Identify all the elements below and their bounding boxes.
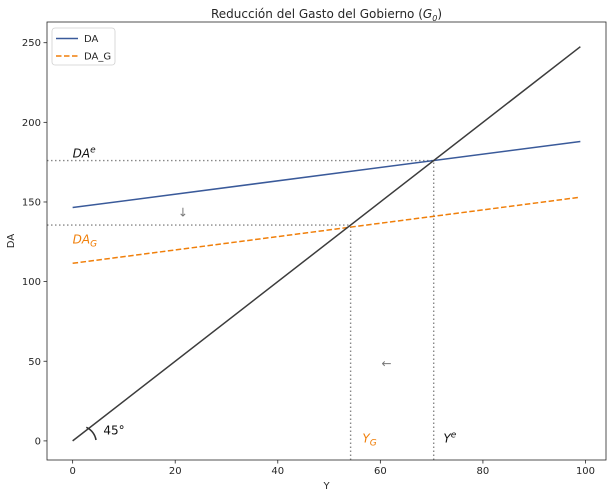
legend: DA DA_G [51, 27, 116, 66]
chart-title-symbol: G [423, 7, 432, 21]
plot-frame [46, 21, 607, 461]
x-axis-ticks: 0 20 40 60 80 100 [69, 460, 595, 477]
series-line-da-g [72, 196, 581, 265]
series-lines [72, 46, 581, 442]
y-tick-label: 200 [22, 118, 41, 129]
y-tick-label: 0 [35, 436, 41, 447]
angle-arc [85, 426, 97, 441]
annotation-y-e: Ye [443, 430, 456, 445]
y-tick-label: 50 [28, 357, 41, 368]
x-tick-label: 80 [477, 466, 490, 477]
reference-lines [47, 159, 435, 460]
legend-items: DA DA_G [56, 34, 111, 63]
y-axis-ticks: 0 50 100 150 200 250 [22, 38, 47, 447]
y-tick-label: 100 [22, 277, 41, 288]
x-tick-label: 60 [374, 466, 387, 477]
series-line-da [72, 140, 581, 209]
chart-title-end: ) [437, 7, 442, 21]
y-tick-label: 150 [22, 197, 41, 208]
annotation-y-g: YG [362, 431, 376, 448]
x-tick-label: 20 [169, 466, 182, 477]
annotation-angle: 45° [103, 424, 124, 438]
chart-title-main: Reducción del Gasto del Gobierno ( [211, 7, 423, 21]
y-axis-label: DA [6, 234, 17, 249]
annotations: DAe DAG YG Ye 45° ↓ ← [73, 145, 457, 448]
x-tick-label: 100 [576, 466, 595, 477]
x-tick-label: 40 [271, 466, 284, 477]
legend-label: DA_G [84, 52, 111, 63]
chart-title: Reducción del Gasto del Gobierno (G0) [211, 7, 442, 23]
svg-text:Reducción del Gasto del Gobier: Reducción del Gasto del Gobierno (G0) [211, 7, 442, 23]
series-line-forty-five-degree [72, 46, 581, 442]
annotation-da-g: DAG [73, 232, 97, 249]
legend-label: DA [84, 34, 99, 45]
y-tick-label: 250 [22, 38, 41, 49]
x-tick-label: 0 [69, 466, 75, 477]
x-axis-label: Y [322, 481, 330, 492]
annotation-da-e: DAe [73, 145, 96, 160]
annotation-arrow-left: ← [381, 357, 391, 371]
chart-title-subscript: 0 [432, 14, 437, 23]
annotation-arrow-down: ↓ [178, 205, 188, 219]
